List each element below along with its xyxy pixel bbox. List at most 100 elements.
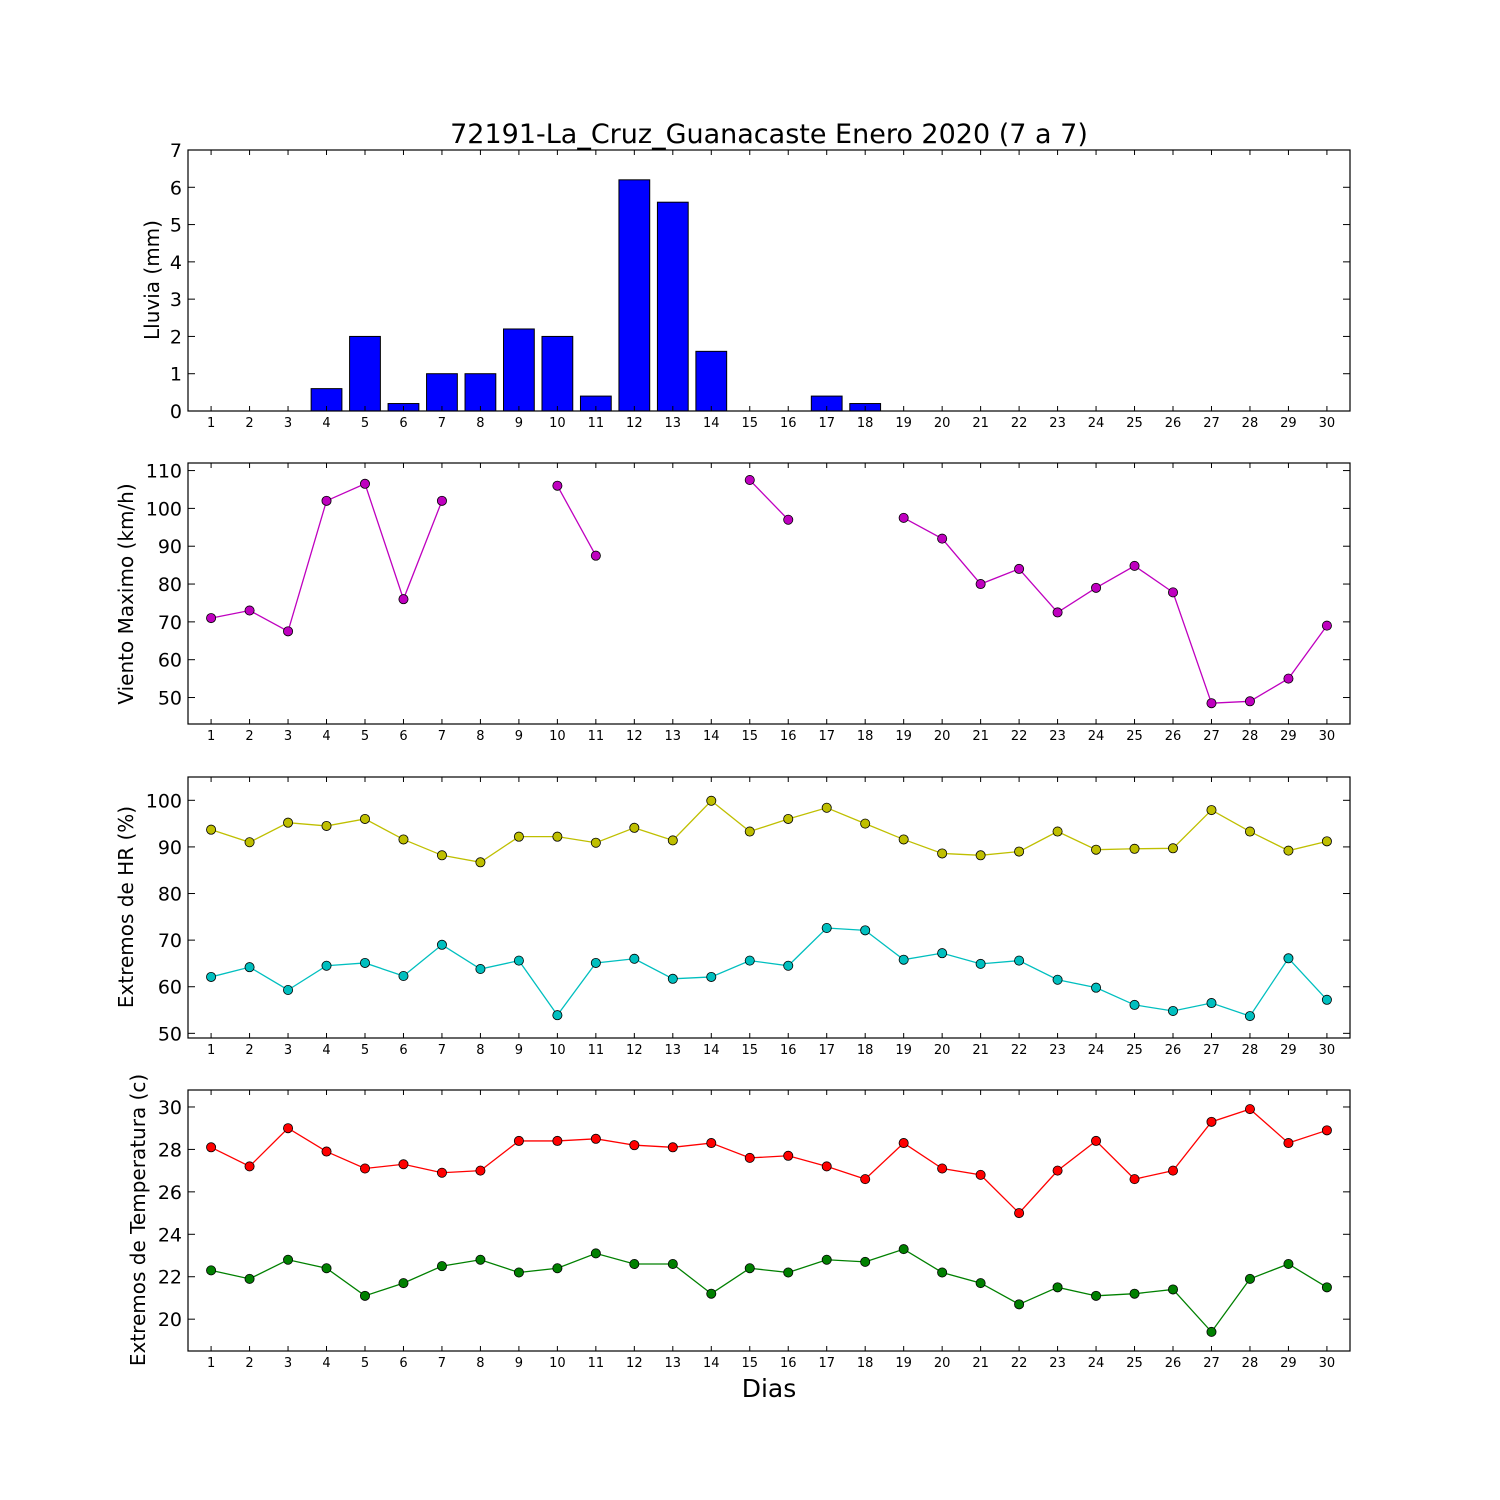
humidity-series-1-point-day-3: [283, 984, 294, 995]
humidity-xtick-label: 1: [207, 1043, 215, 1058]
wind-xtick-label: 29: [1280, 729, 1297, 744]
temperature-xtick-label: 10: [549, 1356, 566, 1371]
rain-bar-day-13: [656, 201, 689, 412]
rain-ytick-label: 3: [170, 289, 182, 311]
humidity-xtick-label: 30: [1319, 1043, 1336, 1058]
temperature-series-0-point-day-29: [1283, 1138, 1294, 1149]
temperature-series-0-point-day-11: [590, 1133, 601, 1144]
wind-xtick-label: 27: [1203, 729, 1220, 744]
rain-ytick-label: 7: [170, 140, 182, 162]
rain-xtick-label: 10: [549, 416, 566, 431]
humidity-series-1-point-day-20: [937, 948, 948, 959]
temperature-xtick-label: 4: [322, 1356, 330, 1371]
humidity-y-axis-label: Extremos de HR (%): [114, 806, 138, 1008]
temperature-ytick-label: 30: [158, 1097, 182, 1119]
rain-xtick-label: 2: [245, 416, 253, 431]
humidity-series-0-point-day-6: [398, 834, 409, 845]
temperature-xtick-label: 30: [1319, 1356, 1336, 1371]
temperature-series-1-point-day-6: [398, 1278, 409, 1289]
temperature-xtick-label: 13: [665, 1356, 682, 1371]
humidity-series-1-point-day-25: [1129, 999, 1140, 1010]
wind-series-0-point-day-7: [436, 495, 447, 506]
temperature-series-1-point-day-12: [629, 1259, 640, 1270]
rain-xtick-label: 19: [895, 416, 912, 431]
wind-ytick-label: 110: [146, 461, 182, 483]
wind-xtick-label: 11: [588, 729, 605, 744]
humidity-series-1-point-day-28: [1244, 1011, 1255, 1022]
humidity-xtick-label: 5: [361, 1043, 369, 1058]
temperature-series-0-point-day-20: [937, 1163, 948, 1174]
temperature-series-1-point-day-9: [513, 1267, 524, 1278]
humidity-series-0-point-day-4: [321, 820, 332, 831]
temperature-series-1-point-day-27: [1206, 1326, 1217, 1337]
wind-xtick-label: 21: [972, 729, 989, 744]
temperature-series-1-line-0: [210, 1248, 1328, 1333]
wind-xtick-label: 30: [1319, 729, 1336, 744]
temperature-xtick-label: 26: [1165, 1356, 1182, 1371]
temperature-xtick-label: 5: [361, 1356, 369, 1371]
humidity-xtick-label: 4: [322, 1043, 330, 1058]
humidity-series-0-point-day-13: [667, 835, 678, 846]
rain-xtick-label: 4: [322, 416, 330, 431]
wind-series-0-point-day-20: [937, 533, 948, 544]
wind-series-0-point-day-29: [1283, 673, 1294, 684]
humidity-xtick-label: 21: [972, 1043, 989, 1058]
humidity-series-1-point-day-12: [629, 953, 640, 964]
humidity-xtick-label: 2: [245, 1043, 253, 1058]
x-axis-label: Dias: [742, 1374, 797, 1403]
temperature-series-1-point-day-17: [821, 1254, 832, 1265]
temperature-series-1-point-day-14: [706, 1288, 717, 1299]
humidity-xtick-label: 18: [857, 1043, 874, 1058]
humidity-ytick-label: 80: [158, 884, 182, 906]
temperature-series-0-point-day-14: [706, 1138, 717, 1149]
temperature-series-1-point-day-18: [860, 1256, 871, 1267]
rain-xtick-label: 13: [665, 416, 682, 431]
temperature-series-1-point-day-26: [1168, 1284, 1179, 1295]
humidity-series-1-point-day-21: [975, 958, 986, 969]
temperature-series-1-point-day-15: [744, 1263, 755, 1274]
rain-ytick-label: 1: [170, 364, 182, 386]
wind-series-0-point-day-28: [1244, 696, 1255, 707]
temperature-xtick-label: 25: [1126, 1356, 1143, 1371]
humidity-xtick-label: 6: [399, 1043, 407, 1058]
temperature-ytick-label: 28: [158, 1139, 182, 1161]
rain-xtick-label: 11: [588, 416, 605, 431]
wind-xtick-label: 13: [665, 729, 682, 744]
wind-xtick-label: 1: [207, 729, 215, 744]
humidity-xtick-label: 14: [703, 1043, 720, 1058]
humidity-series-1-point-day-5: [359, 957, 370, 968]
wind-xtick-label: 9: [515, 729, 523, 744]
wind-series-0-point-day-2: [244, 605, 255, 616]
temperature-series-0-point-day-22: [1014, 1208, 1025, 1219]
rain-bar-day-9: [503, 328, 535, 412]
wind-xtick-label: 17: [818, 729, 835, 744]
humidity-xtick-label: 17: [818, 1043, 835, 1058]
humidity-xtick-label: 27: [1203, 1043, 1220, 1058]
wind-ytick-label: 80: [158, 574, 182, 596]
rain-bar-day-10: [541, 335, 574, 412]
humidity-series-1-line-0: [210, 927, 1328, 1017]
temperature-series-1-point-day-24: [1091, 1290, 1102, 1301]
temperature-xtick-label: 29: [1280, 1356, 1297, 1371]
humidity-xtick-label: 19: [895, 1043, 912, 1058]
temperature-xtick-label: 9: [515, 1356, 523, 1371]
humidity-series-1-point-day-7: [436, 939, 447, 950]
temperature-axes-frame: [187, 1089, 1351, 1352]
wind-xtick-label: 25: [1126, 729, 1143, 744]
humidity-ytick-label: 50: [158, 1023, 182, 1045]
rain-y-axis-label: Lluvia (mm): [140, 220, 164, 340]
temperature-xtick-label: 21: [972, 1356, 989, 1371]
humidity-series-0-point-day-15: [744, 826, 755, 837]
humidity-plot-area: [206, 795, 1332, 1022]
wind-xtick-label: 14: [703, 729, 720, 744]
temperature-series-1-point-day-7: [436, 1261, 447, 1272]
humidity-axes-frame: [187, 776, 1351, 1039]
temperature-series-1-point-day-30: [1321, 1282, 1332, 1293]
rain-xtick-label: 23: [1049, 416, 1066, 431]
rain-bar-day-7: [426, 373, 458, 412]
humidity-series-1-point-day-13: [667, 973, 678, 984]
rain-xtick-label: 15: [741, 416, 758, 431]
wind-series-0-line-3: [903, 517, 1328, 704]
humidity-series-0-point-day-29: [1283, 845, 1294, 856]
temperature-xtick-label: 2: [245, 1356, 253, 1371]
